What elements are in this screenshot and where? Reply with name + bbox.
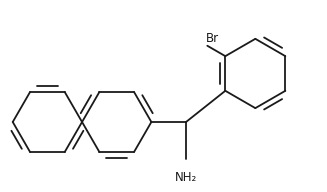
Text: NH₂: NH₂ (175, 170, 197, 184)
Text: Br: Br (206, 32, 219, 45)
